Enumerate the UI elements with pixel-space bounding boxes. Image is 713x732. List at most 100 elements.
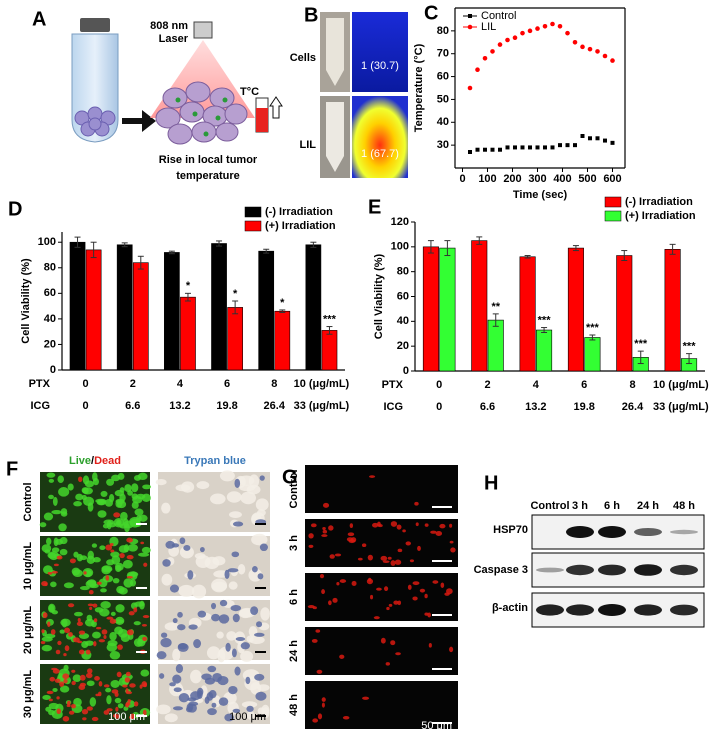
cell: [138, 552, 150, 557]
cell: [232, 521, 244, 527]
cell: [328, 600, 332, 606]
cell: [79, 555, 88, 561]
x-tick-label: 400: [553, 173, 571, 185]
cell: [137, 472, 148, 481]
cell: [104, 567, 113, 572]
cell: [419, 588, 426, 593]
error-bar: [90, 241, 97, 259]
x-tick-label: 4: [533, 379, 540, 391]
cell: [126, 629, 134, 636]
cell: [50, 629, 56, 635]
cell: [82, 717, 87, 721]
error-bar: [216, 240, 223, 247]
cell: [159, 673, 165, 679]
x-tick-label: 19.8: [573, 401, 594, 413]
cell: [255, 498, 269, 511]
point: [610, 58, 615, 63]
significance: *: [280, 297, 285, 309]
row-label: 20 μg/mL: [22, 606, 34, 655]
cell: [329, 554, 335, 559]
point: [497, 42, 503, 47]
cell: [432, 580, 439, 584]
cell: [126, 575, 133, 579]
point: [572, 39, 578, 45]
significance: **: [491, 301, 500, 313]
cell: [161, 502, 171, 514]
cell: [142, 615, 150, 619]
cell: [56, 696, 60, 700]
cell: [58, 523, 67, 532]
cell: [321, 534, 328, 538]
bar: [305, 244, 322, 371]
cell: [412, 581, 420, 586]
cell: [49, 676, 56, 682]
cell: [240, 642, 250, 650]
cell: [440, 582, 445, 588]
row-name: ICG: [383, 401, 403, 413]
column-label: 24 h: [637, 500, 659, 512]
vial-cells: [74, 106, 116, 137]
cell: [424, 523, 429, 527]
error-bar: [232, 300, 239, 315]
cell: [105, 544, 113, 551]
cell: [100, 490, 108, 498]
cell: [372, 522, 379, 528]
thermal-image: [352, 96, 408, 178]
cell: [308, 533, 314, 539]
cell: [393, 600, 399, 605]
error-bar: [444, 240, 451, 257]
point: [603, 138, 607, 143]
cell: [138, 514, 148, 522]
cell: [173, 687, 182, 693]
image-background: [305, 573, 458, 621]
fluorescence-image: [305, 681, 458, 729]
point: [602, 53, 608, 59]
cell: [256, 509, 266, 517]
cell: [100, 588, 107, 593]
error-bar: [476, 236, 483, 245]
cell: [446, 588, 453, 595]
cell: [59, 629, 65, 634]
cell: [204, 696, 210, 704]
cell: [41, 580, 48, 587]
thermometer-label: T°C: [240, 86, 259, 98]
cell: [191, 584, 207, 599]
x-tick-label: 2: [484, 379, 490, 391]
cell: [67, 603, 75, 608]
cell: [390, 521, 398, 527]
point: [565, 30, 570, 36]
cell: [116, 671, 122, 678]
cell: [120, 511, 128, 521]
row-label: 3 h: [288, 535, 300, 551]
laser-label: Laser: [159, 33, 189, 45]
cell: [109, 631, 117, 641]
row-label: 30 μg/mL: [22, 670, 34, 719]
error-bar: [168, 250, 175, 255]
caption: Rise in local tumor: [159, 154, 258, 166]
vial-cap: [80, 18, 110, 32]
cell: [204, 677, 216, 685]
cell: [450, 547, 456, 553]
cell: [75, 493, 84, 501]
point: [490, 49, 495, 54]
cell: [367, 554, 374, 561]
point: [595, 136, 600, 141]
image-background: [305, 465, 458, 513]
legend-swatch: [244, 206, 262, 218]
cell: [197, 610, 207, 618]
cell: [246, 710, 255, 720]
bar: [536, 329, 553, 372]
y-tick-label: 70: [437, 48, 449, 60]
error-bar: [589, 334, 596, 341]
cell: [397, 548, 403, 553]
cell: [68, 710, 75, 715]
significance: ***: [323, 313, 337, 325]
cell: [140, 541, 145, 545]
point: [550, 21, 555, 27]
point: [543, 145, 547, 150]
bar: [258, 250, 275, 371]
point: [505, 37, 510, 43]
cell: [133, 621, 141, 626]
cell: [172, 648, 181, 662]
cell: [78, 630, 86, 635]
